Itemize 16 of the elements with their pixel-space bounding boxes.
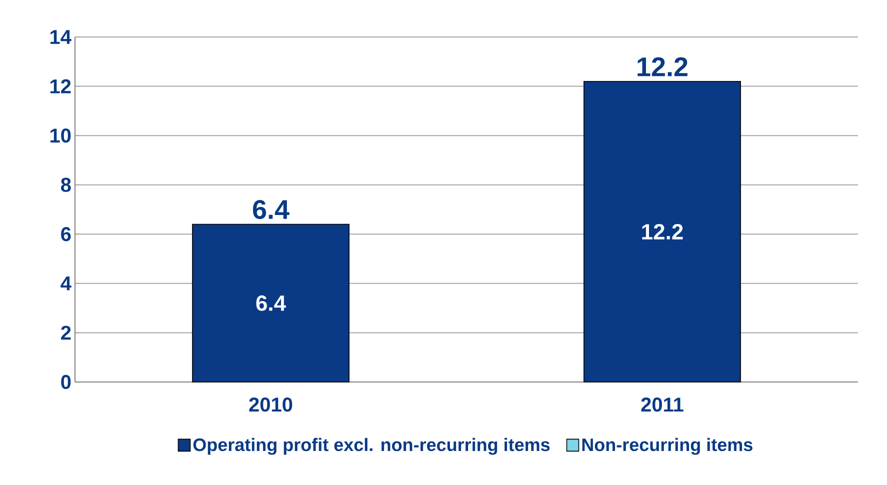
total-label: 12.2 [638,57,688,76]
y-tick-label: 12 [50,79,71,94]
x-tick-label: 2010 [249,398,292,412]
y-tick-label: 4 [60,276,72,290]
y-tick-label: 8 [60,178,71,192]
y-tick-label: 2 [61,326,71,340]
x-tick-label: 2011 [641,398,684,412]
y-tick-label: 0 [61,374,71,390]
legend-label: Non-recurring items [582,438,752,455]
y-tick-label: 6 [61,227,71,242]
data-label: 12.2 [642,224,683,240]
legend-label: Operating profit excl. non-recurring items [193,438,550,455]
total-label: 6.4 [252,200,290,220]
data-label: 6.4 [256,295,286,311]
y-tick-label: 10 [50,128,71,143]
y-tick-label: 14 [50,30,72,44]
